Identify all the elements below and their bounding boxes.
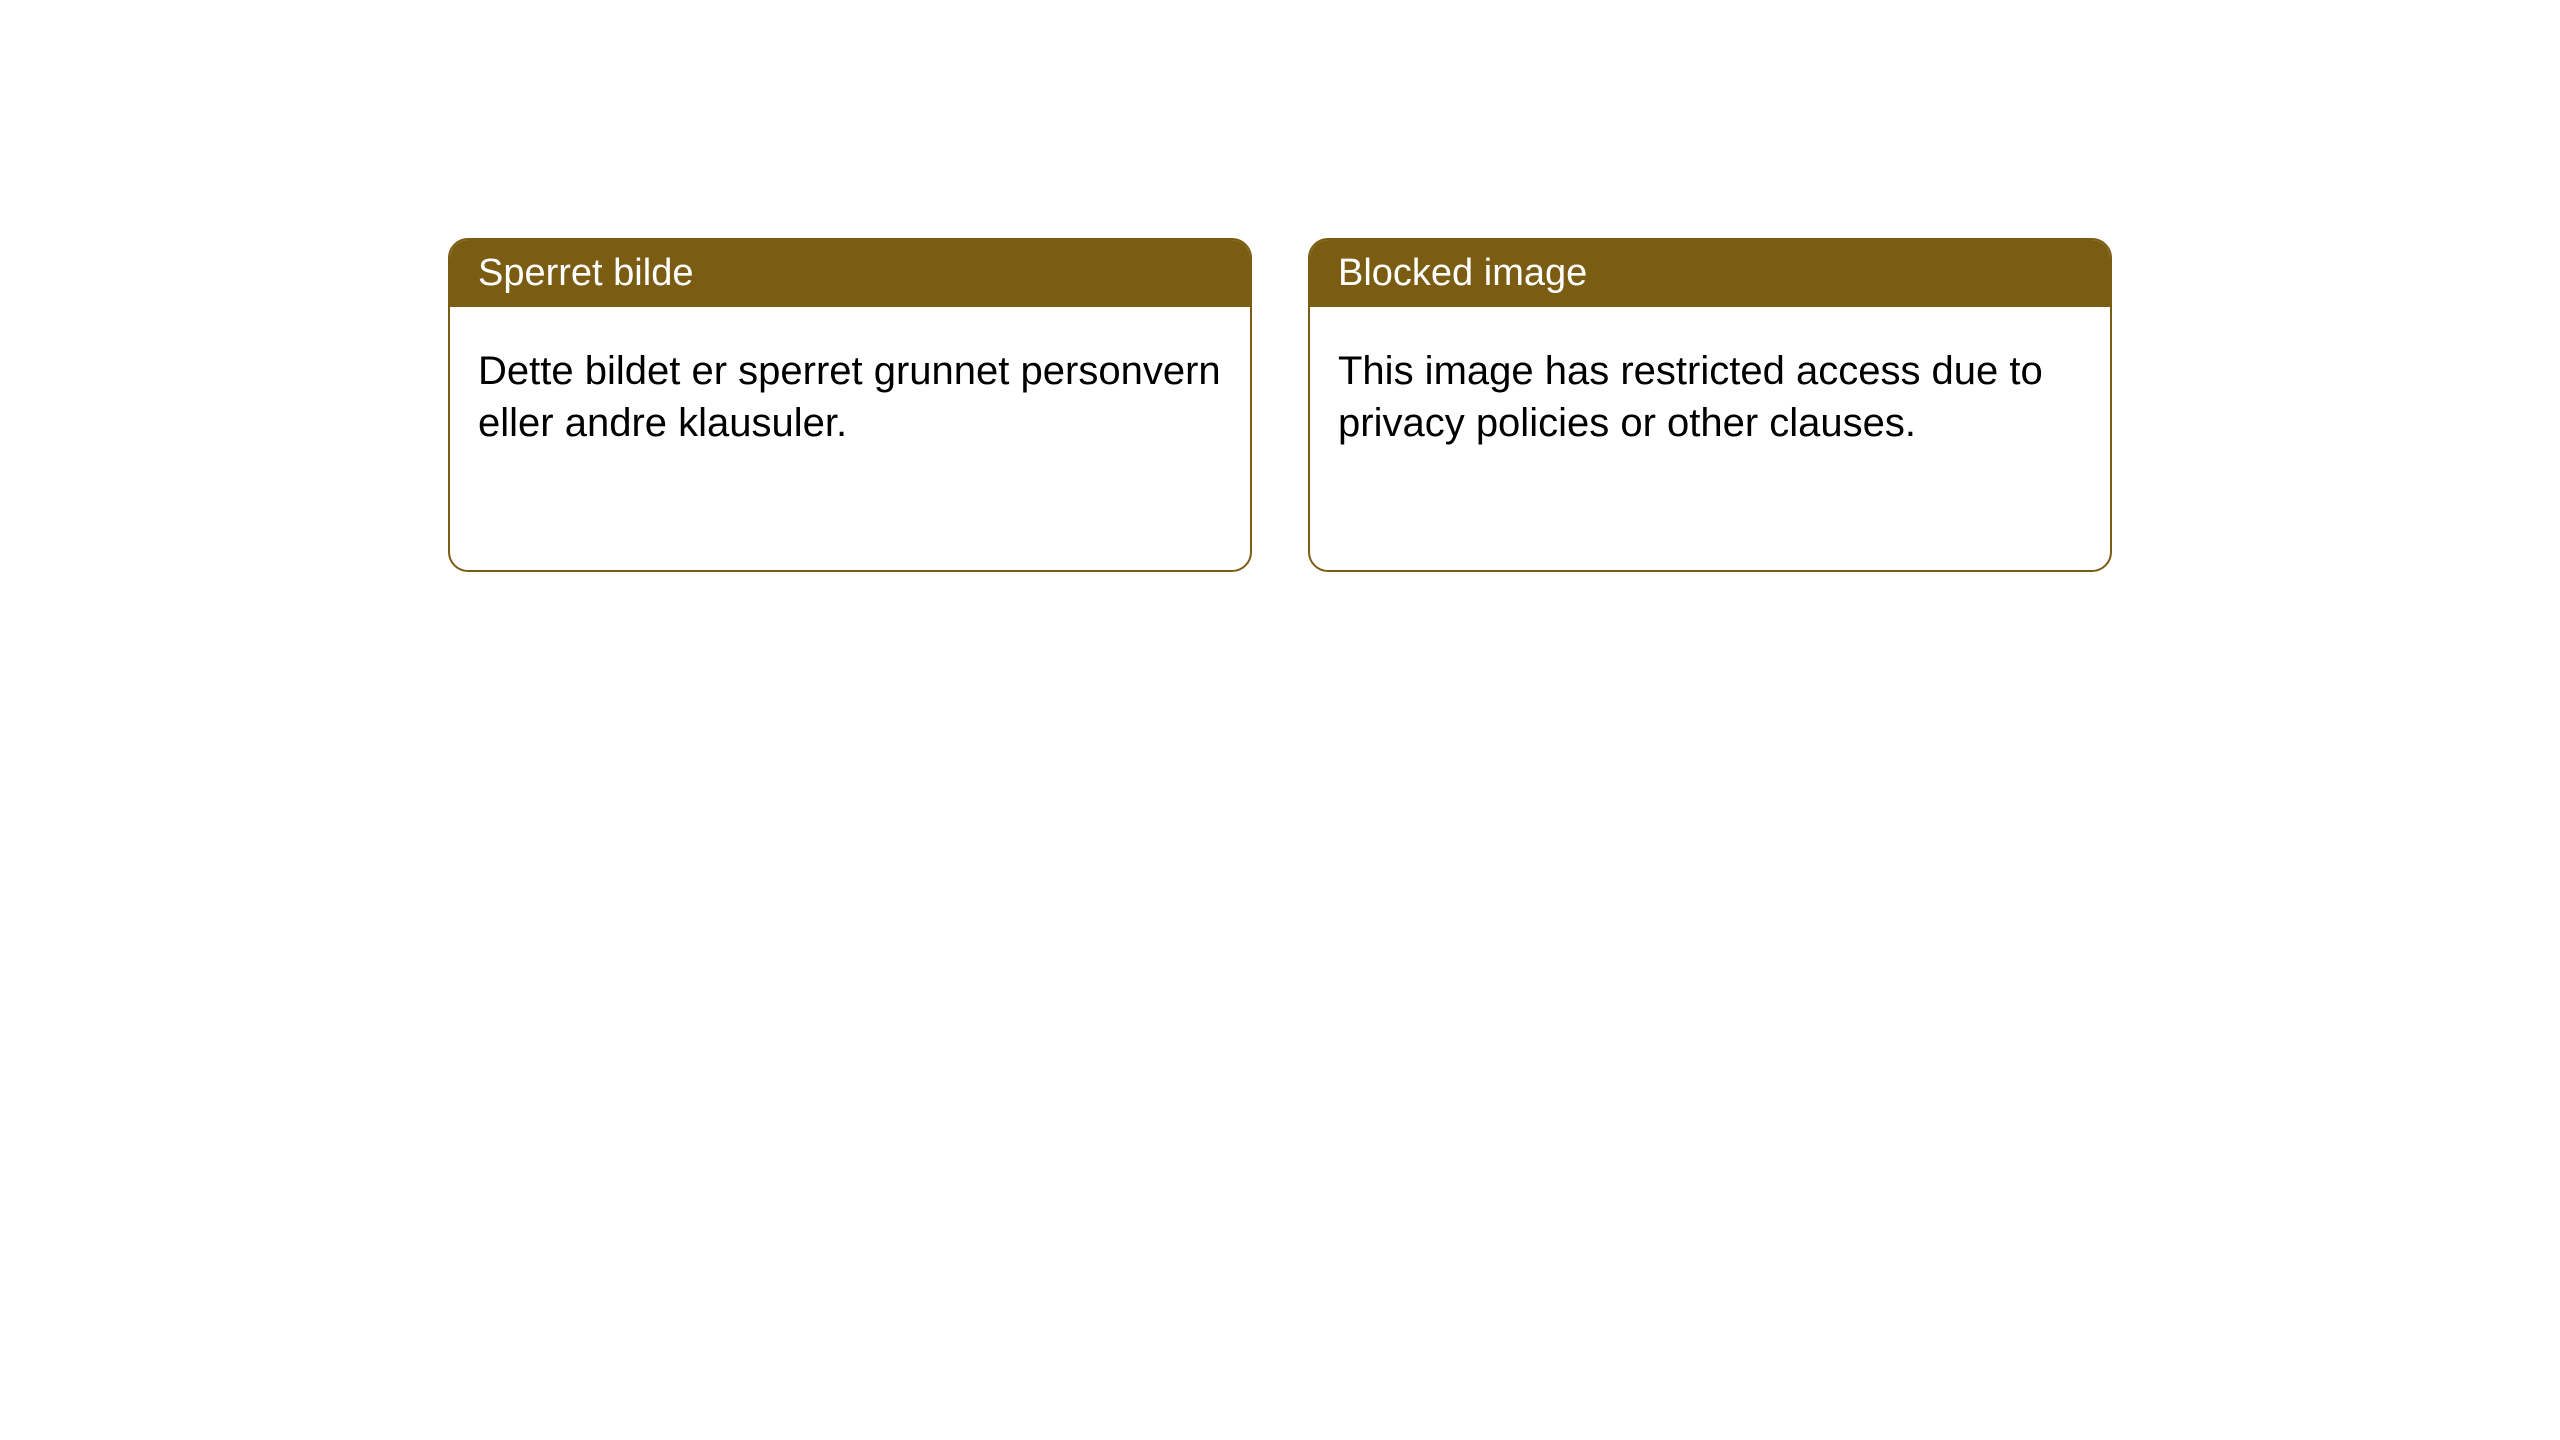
card-body-text: This image has restricted access due to … [1338,349,2043,445]
notice-cards-container: Sperret bilde Dette bildet er sperret gr… [448,238,2560,572]
card-header: Blocked image [1310,240,2110,307]
card-title: Sperret bilde [478,252,693,294]
notice-card-english: Blocked image This image has restricted … [1308,238,2112,572]
card-body-text: Dette bildet er sperret grunnet personve… [478,349,1221,445]
card-title: Blocked image [1338,252,1587,294]
notice-card-norwegian: Sperret bilde Dette bildet er sperret gr… [448,238,1252,572]
card-body: This image has restricted access due to … [1310,307,2110,487]
card-header: Sperret bilde [450,240,1250,307]
card-body: Dette bildet er sperret grunnet personve… [450,307,1250,487]
